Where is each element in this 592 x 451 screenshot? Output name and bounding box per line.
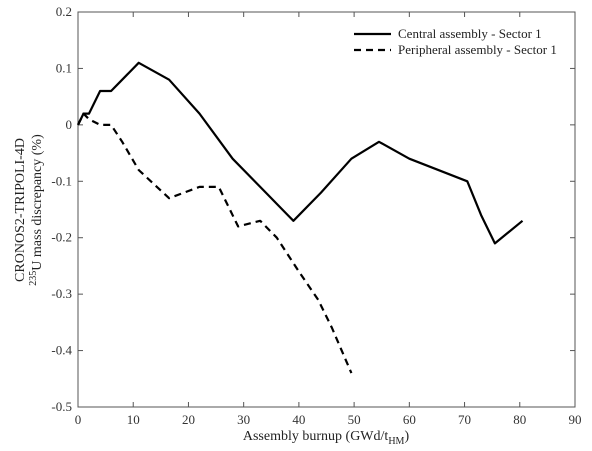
y-tick-label: -0.4 xyxy=(51,343,72,358)
plot-frame xyxy=(77,11,576,408)
y-axis-label-line2: 235U mass discrepancy (%) xyxy=(28,134,45,286)
x-tick-label: 60 xyxy=(403,412,416,427)
legend-label-central: Central assembly - Sector 1 xyxy=(398,26,542,41)
y-axis-label-text: U mass discrepancy (%) xyxy=(30,134,45,271)
x-axis-label: Assembly burnup (GWd/tHM) xyxy=(243,429,410,447)
x-axis-label-close: ) xyxy=(404,429,409,444)
x-axis-label-main: Assembly burnup (GWd/t xyxy=(243,429,389,444)
x-tick-label: 90 xyxy=(569,412,582,427)
y-tick-label: -0.2 xyxy=(51,230,72,245)
axis-ticks: 0 10 20 30 40 50 60 70 80 90 0.2 0.1 0 -0.1 -0.2 -0.3 -0… xyxy=(51,4,581,427)
x-axis-label-subscript: HM xyxy=(388,436,404,447)
y-tick-label: 0 xyxy=(66,117,73,132)
x-tick-label: 20 xyxy=(182,412,195,427)
y-tick-label: -0.3 xyxy=(51,286,72,301)
y-tick-label: -0.5 xyxy=(51,399,72,414)
legend: Central assembly - Sector 1 Peripheral a… xyxy=(354,26,557,57)
y-tick-label: -0.1 xyxy=(51,173,72,188)
legend-label-peripheral: Peripheral assembly - Sector 1 xyxy=(398,42,557,57)
x-tick-label: 80 xyxy=(513,412,526,427)
y-axis-label-superscript: 235 xyxy=(28,271,39,286)
x-tick-label: 70 xyxy=(458,412,471,427)
x-tick-label: 0 xyxy=(75,412,82,427)
y-axis-label-line1: CRONOS2-TRIPOLI-4D xyxy=(13,138,28,282)
x-tick-label: 40 xyxy=(292,412,305,427)
y-tick-label: 0.1 xyxy=(56,60,72,75)
x-tick-label: 10 xyxy=(127,412,140,427)
series-line-central xyxy=(77,61,524,245)
y-axis-label: CRONOS2-TRIPOLI-4D 235U mass discrepancy… xyxy=(13,134,45,286)
x-tick-label: 50 xyxy=(348,412,361,427)
series-layer xyxy=(77,61,524,374)
y-tick-label: 0.2 xyxy=(56,4,72,19)
x-tick-label: 30 xyxy=(237,412,250,427)
series-line-peripheral xyxy=(77,112,353,374)
